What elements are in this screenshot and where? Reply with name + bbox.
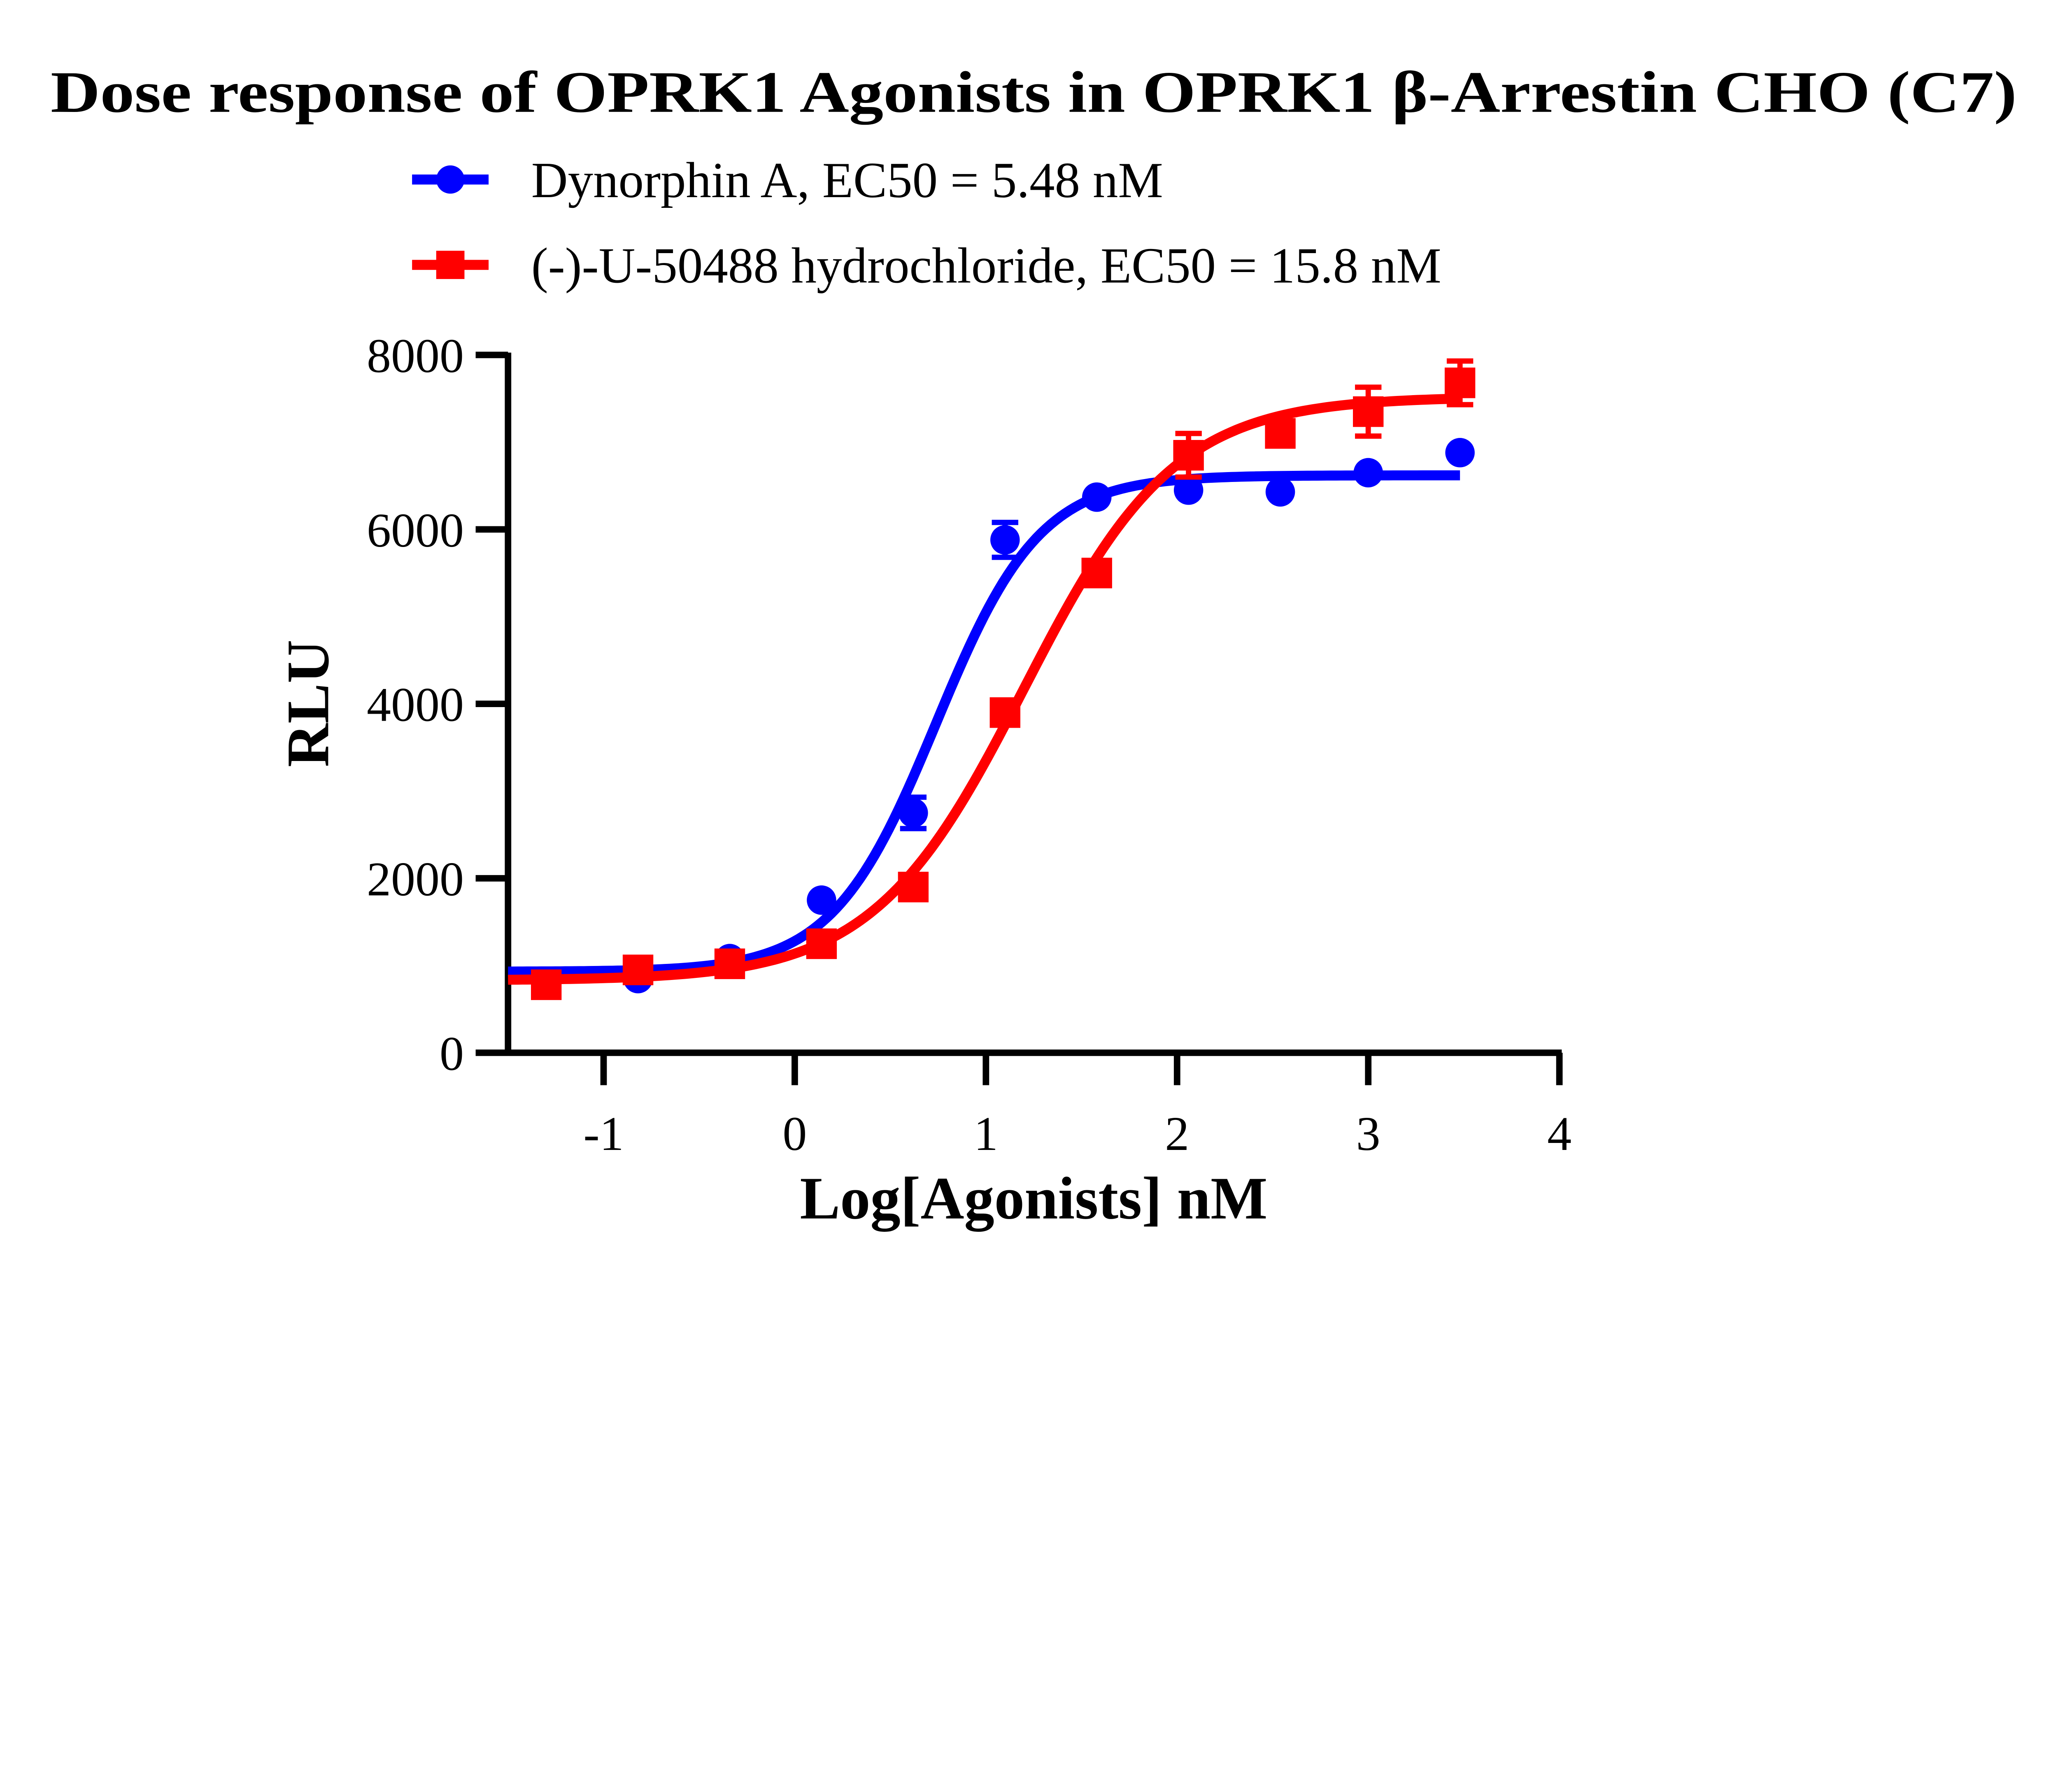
- axes: -1 0 1 2 3 4 0 2000 4000 6000 8000: [367, 329, 1571, 1161]
- y-tick-label: 2000: [367, 852, 464, 906]
- y-tick-label: 0: [440, 1026, 464, 1080]
- x-axis-label: Log[Agonists] nM: [800, 1165, 1267, 1232]
- data-point: [1353, 396, 1384, 427]
- plot-area: [508, 358, 1476, 1000]
- fit-curve: [508, 393, 1460, 985]
- legend-entry-dynorphin: Dynorphin A, EC50 = 5.48 nM: [412, 152, 1163, 208]
- data-point: [1444, 368, 1476, 398]
- data-point: [1081, 558, 1112, 589]
- y-tick-label: 4000: [367, 678, 464, 732]
- data-point: [990, 525, 1020, 555]
- data-point: [1265, 477, 1295, 507]
- data-point: [1173, 440, 1204, 471]
- data-point: [806, 928, 837, 959]
- fit-curve: [508, 470, 1460, 977]
- x-tick-label: -1: [583, 1107, 624, 1161]
- x-tick-label: 2: [1165, 1107, 1189, 1161]
- y-tick-label: 6000: [367, 503, 464, 557]
- data-point: [714, 948, 745, 979]
- x-tick-label: 3: [1356, 1107, 1381, 1161]
- legend-entry-u50488: (-)-U-50488 hydrochloride, EC50 = 15.8 n…: [412, 237, 1441, 293]
- legend-marker-dynorphin: [436, 165, 465, 194]
- y-axis-label: RLU: [274, 640, 341, 767]
- data-point: [1082, 482, 1112, 512]
- x-tick-label: 4: [1547, 1107, 1571, 1161]
- dose-response-chart: Dose response of OPRK1 Agonists in OPRK1…: [51, 60, 2017, 1232]
- data-point: [1265, 418, 1296, 449]
- x-tick-label: 0: [782, 1107, 807, 1161]
- chart-title: Dose response of OPRK1 Agonists in OPRK1…: [51, 60, 2017, 125]
- legend-label-dynorphin: Dynorphin A, EC50 = 5.48 nM: [531, 152, 1163, 208]
- legend: Dynorphin A, EC50 = 5.48 nM (-)-U-50488 …: [412, 152, 1441, 293]
- series-1: [508, 358, 1476, 1000]
- data-point: [1445, 438, 1475, 468]
- legend-marker-u50488: [436, 251, 465, 279]
- data-point: [899, 798, 928, 828]
- data-point: [622, 954, 654, 985]
- data-point: [898, 872, 929, 903]
- data-point: [807, 885, 836, 915]
- legend-label-u50488: (-)-U-50488 hydrochloride, EC50 = 15.8 n…: [531, 237, 1441, 293]
- data-point: [1353, 458, 1383, 488]
- data-point: [989, 697, 1020, 728]
- data-point: [531, 969, 562, 1000]
- data-point: [1173, 475, 1204, 505]
- x-tick-label: 1: [974, 1107, 998, 1161]
- y-tick-label: 8000: [367, 329, 464, 383]
